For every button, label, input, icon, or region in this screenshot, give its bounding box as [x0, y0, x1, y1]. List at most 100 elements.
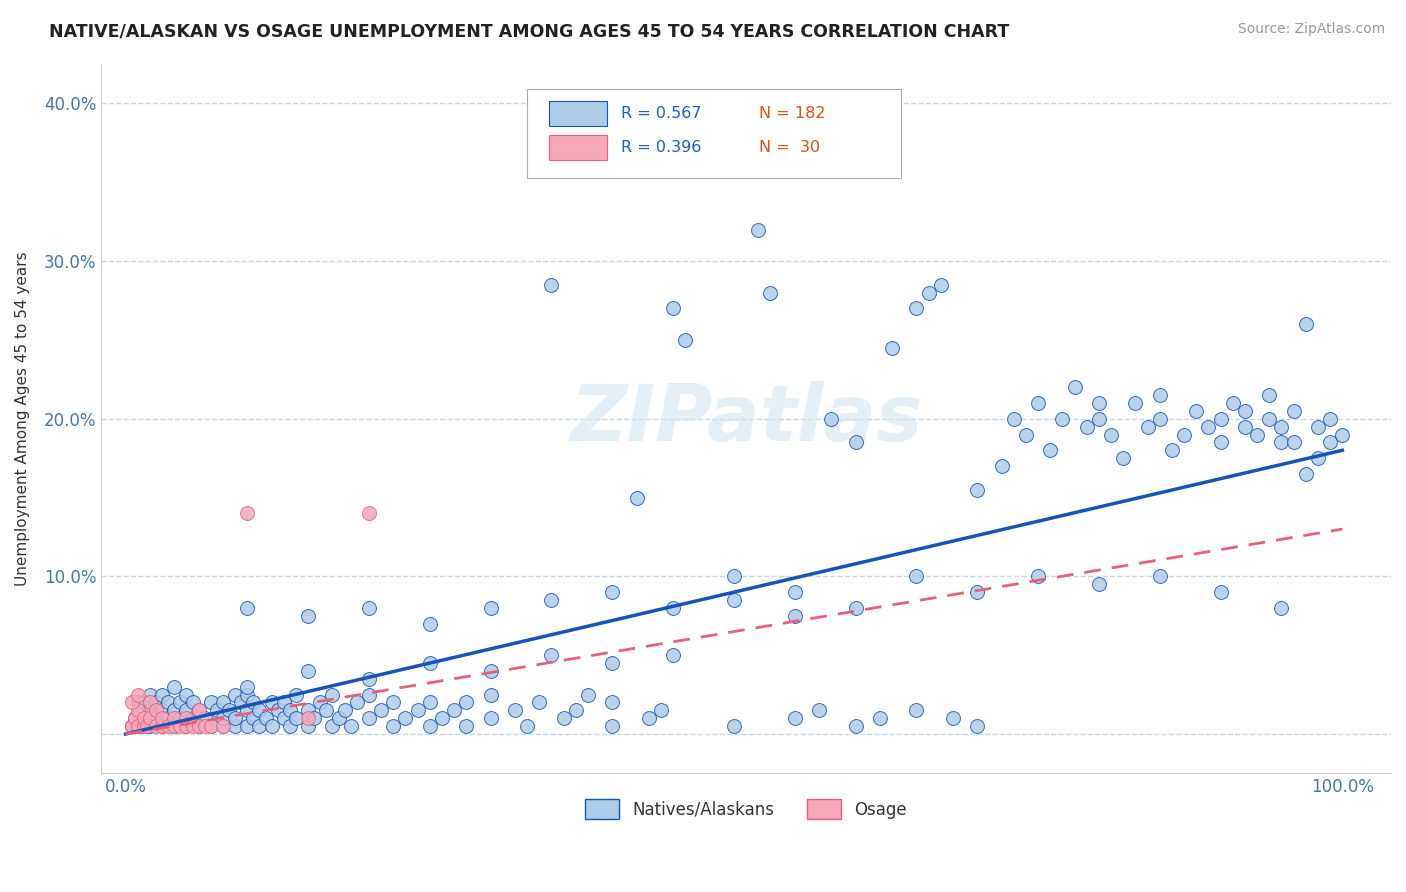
Point: [917, 285, 939, 300]
Point: [127, 719, 149, 733]
Point: [905, 569, 928, 583]
Point: [1088, 577, 1111, 591]
Point: [139, 711, 162, 725]
Point: [600, 696, 623, 710]
Point: [236, 703, 259, 717]
Point: [357, 601, 380, 615]
Point: [181, 719, 204, 733]
Point: [1063, 380, 1085, 394]
Point: [1282, 435, 1305, 450]
Point: [479, 601, 502, 615]
Point: [139, 719, 162, 733]
Point: [576, 688, 599, 702]
Point: [747, 222, 769, 236]
Point: [1209, 411, 1232, 425]
Text: NATIVE/ALASKAN VS OSAGE UNEMPLOYMENT AMONG AGES 45 TO 54 YEARS CORRELATION CHART: NATIVE/ALASKAN VS OSAGE UNEMPLOYMENT AMO…: [49, 22, 1010, 40]
Point: [1099, 427, 1122, 442]
Point: [529, 696, 551, 710]
Point: [820, 411, 842, 425]
Point: [194, 719, 217, 733]
Point: [845, 435, 868, 450]
Point: [236, 601, 259, 615]
Point: [346, 696, 368, 710]
Point: [1319, 411, 1341, 425]
Point: [169, 696, 191, 710]
Point: [419, 719, 441, 733]
Point: [181, 711, 204, 725]
Point: [370, 703, 392, 717]
Point: [869, 711, 891, 725]
Point: [1270, 601, 1292, 615]
Point: [176, 719, 198, 733]
Point: [132, 719, 155, 733]
Point: [626, 491, 648, 505]
Point: [200, 719, 222, 733]
Point: [205, 703, 228, 717]
Point: [1209, 585, 1232, 599]
Point: [673, 333, 696, 347]
Point: [966, 719, 988, 733]
Point: [419, 656, 441, 670]
Point: [650, 703, 672, 717]
Point: [136, 711, 159, 725]
Point: [181, 696, 204, 710]
Point: [1306, 451, 1329, 466]
Point: [218, 703, 240, 717]
Point: [176, 719, 198, 733]
Point: [1209, 435, 1232, 450]
Point: [479, 711, 502, 725]
Point: [254, 711, 277, 725]
Point: [565, 703, 588, 717]
Text: ZIPatlas: ZIPatlas: [569, 381, 922, 457]
FancyBboxPatch shape: [527, 89, 901, 178]
Point: [150, 711, 173, 725]
Point: [1270, 419, 1292, 434]
Point: [516, 719, 538, 733]
Point: [456, 696, 478, 710]
Point: [145, 696, 167, 710]
Point: [284, 711, 307, 725]
Point: [224, 688, 246, 702]
Point: [1125, 396, 1147, 410]
Point: [966, 483, 988, 497]
Point: [124, 711, 146, 725]
Point: [297, 664, 319, 678]
Point: [297, 711, 319, 725]
Point: [966, 585, 988, 599]
Point: [124, 711, 146, 725]
Point: [1015, 427, 1038, 442]
Point: [200, 719, 222, 733]
Point: [357, 506, 380, 520]
Point: [136, 719, 159, 733]
Point: [328, 711, 350, 725]
Point: [382, 719, 405, 733]
Point: [309, 696, 332, 710]
Point: [1088, 411, 1111, 425]
Point: [929, 277, 952, 292]
Point: [157, 711, 180, 725]
Point: [456, 719, 478, 733]
Point: [212, 719, 235, 733]
Point: [1076, 419, 1098, 434]
Point: [1233, 404, 1256, 418]
Text: Source: ZipAtlas.com: Source: ZipAtlas.com: [1237, 22, 1385, 37]
Point: [1173, 427, 1195, 442]
Point: [139, 696, 162, 710]
Point: [132, 696, 155, 710]
Point: [1149, 569, 1171, 583]
Point: [231, 696, 253, 710]
Bar: [548, 135, 607, 160]
Text: R = 0.567: R = 0.567: [621, 105, 702, 120]
Point: [662, 648, 685, 663]
Point: [297, 703, 319, 717]
Point: [236, 719, 259, 733]
Point: [163, 719, 186, 733]
Point: [212, 696, 235, 710]
Point: [163, 703, 186, 717]
Point: [1088, 396, 1111, 410]
Point: [127, 688, 149, 702]
Point: [212, 711, 235, 725]
Point: [430, 711, 453, 725]
Point: [260, 719, 283, 733]
Point: [1112, 451, 1135, 466]
